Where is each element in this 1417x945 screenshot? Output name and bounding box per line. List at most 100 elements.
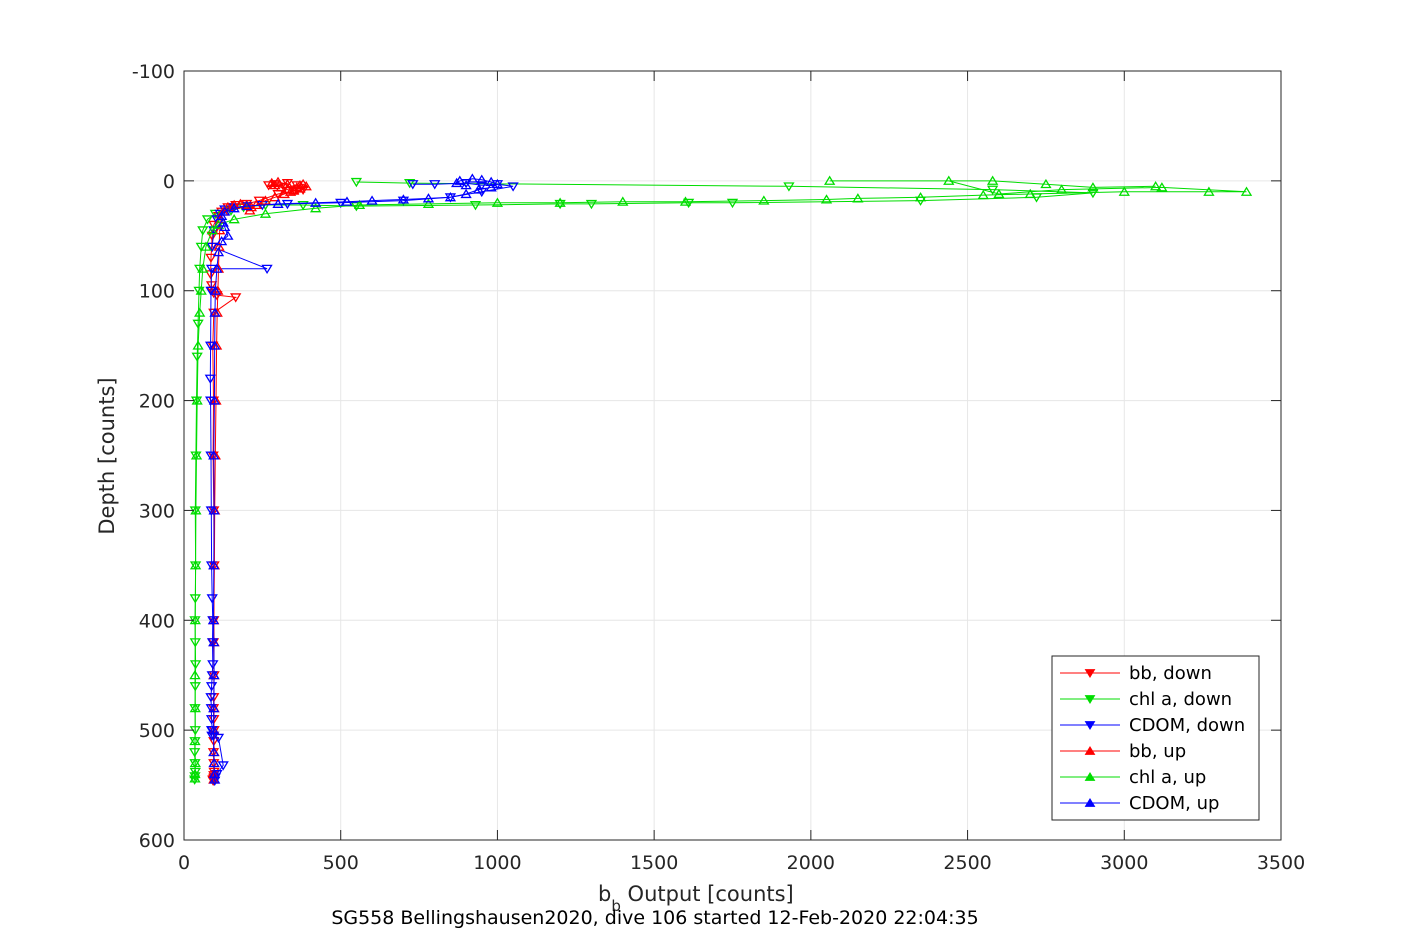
data-point [297,201,309,211]
data-point [208,226,220,236]
data-point [977,189,989,200]
ticks: 0 500 1000 1500 2000 2500 3000 3500 -100 0 100 200 3… [132,61,1305,874]
data-point [189,660,202,670]
y-tick-label: 500 [139,720,175,742]
data-point [1024,188,1036,199]
y-tick-label: -100 [132,61,175,83]
data-point [197,263,209,273]
legend: bb, down chl a, down CDOM, down bb, up chl a… [1051,655,1260,821]
data-point [820,194,833,204]
legend-label: CDOM, down [1129,715,1245,736]
x-tick-label: 1500 [630,852,678,874]
data-point [554,197,566,207]
data-point [207,724,220,735]
data-point [262,181,275,191]
data-point [1087,182,1099,192]
data-point [211,263,223,273]
data-point [294,183,306,193]
data-point [215,210,228,221]
data-point [189,773,201,783]
legend-box [1051,655,1260,821]
data-point [404,179,416,189]
data-point [309,203,322,213]
legend-entry: chl a, down [1060,689,1232,710]
data-point [204,341,217,351]
x-tick-label: 2000 [787,852,835,874]
x-tick-label: 2500 [943,852,991,874]
data-point [208,636,220,647]
data-point [208,757,220,768]
legend-label: bb, down [1129,663,1212,684]
data-point [204,374,216,384]
data-point [189,768,201,779]
y-tick-label: 400 [139,610,175,632]
data-point [451,177,463,188]
data-point [943,175,955,185]
data-point [272,176,284,186]
legend-marker [1084,669,1096,679]
data-point [222,230,234,240]
legend-marker [1084,797,1096,807]
data-point [217,761,229,771]
data-point [1055,184,1068,194]
data-point [460,188,472,199]
data-point [192,319,204,329]
x-tick-label: 0 [178,852,190,874]
data-point [300,181,312,191]
data-point [1087,188,1099,199]
y-tick-label: 0 [163,171,175,193]
data-point [281,178,294,189]
legend-entry: CDOM, up [1060,793,1219,814]
y-tick-label: 200 [139,391,175,413]
data-point [585,199,598,210]
data-point [1040,178,1052,189]
legend-label: bb, up [1129,741,1186,762]
legend-entries: bb, down chl a, down CDOM, down bb, up chl a… [1060,663,1245,814]
data-point [208,702,220,713]
data-point [993,188,1005,199]
data-point [189,702,201,713]
data-point [209,285,221,295]
y-tick-label: 600 [139,830,175,852]
data-point [208,450,220,460]
data-point [189,669,201,680]
plot-frame [183,70,1282,841]
data-point [205,253,217,264]
data-point [192,340,204,350]
legend-entry: chl a, up [1060,767,1206,788]
data-point [350,177,363,188]
data-point [460,179,472,190]
data-point [212,246,225,257]
data-point [422,193,435,203]
data-point [219,221,231,232]
data-point [269,192,281,202]
legend-marker [1084,745,1096,755]
series-group [189,173,1253,786]
data-point [212,733,225,744]
data-point [852,193,864,203]
data-point [209,340,221,350]
data-point [266,177,278,188]
data-point [476,187,488,198]
data-point [366,195,378,205]
x-tick-label: 1000 [473,852,521,874]
data-point [472,184,485,194]
data-point [208,395,221,405]
data-point [259,195,272,205]
data-point [228,203,240,213]
legend-marker [1084,721,1096,731]
data-point [209,307,221,317]
data-point [205,693,217,703]
grid [184,71,1281,840]
data-point [207,660,219,670]
data-point [726,198,739,209]
data-point [207,614,220,625]
data-point [253,196,265,206]
data-point [682,198,695,209]
data-point [208,505,220,515]
data-point [986,185,999,195]
data-point [190,450,203,460]
data-point [250,199,262,210]
data-point [1118,186,1130,196]
data-point [397,196,410,206]
